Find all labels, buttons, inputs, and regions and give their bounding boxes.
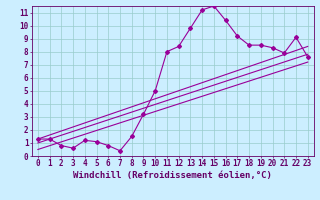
- X-axis label: Windchill (Refroidissement éolien,°C): Windchill (Refroidissement éolien,°C): [73, 171, 272, 180]
